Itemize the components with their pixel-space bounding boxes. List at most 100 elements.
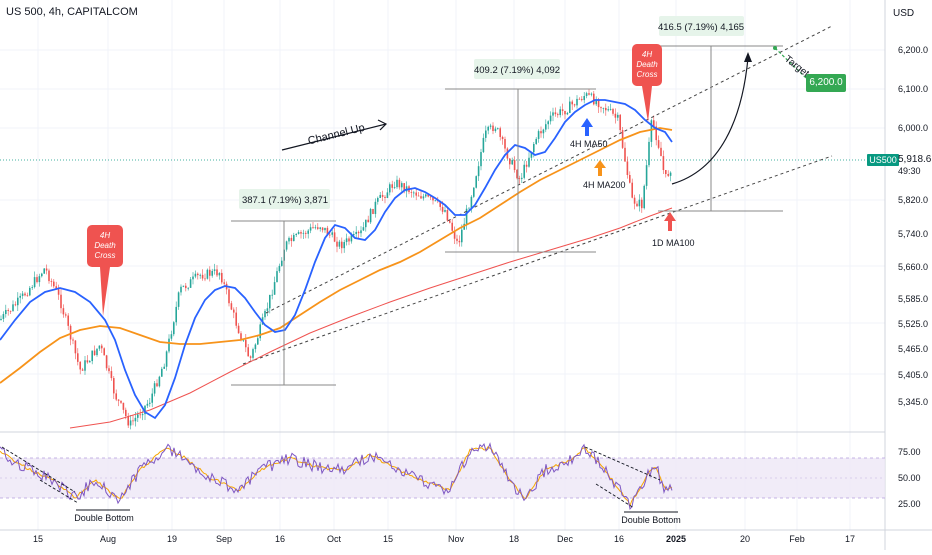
candle-body xyxy=(110,371,113,379)
candle-body xyxy=(269,294,271,309)
candle-body xyxy=(367,219,369,223)
candle-body xyxy=(161,368,163,377)
candle-body xyxy=(374,201,377,214)
candle-body xyxy=(595,100,597,105)
double-bottom-right-lines xyxy=(584,446,678,513)
time-axis[interactable]: 15 Aug 19 Sep 16 Oct 15 Nov 18 Dec 16 20… xyxy=(33,534,855,544)
candle-body xyxy=(146,403,149,406)
candle-body xyxy=(530,152,533,158)
candle-body xyxy=(149,402,151,404)
candle-body xyxy=(120,400,122,403)
candle-body xyxy=(36,277,38,283)
candle-body xyxy=(242,339,245,341)
candle-body xyxy=(168,338,170,352)
time-label: Oct xyxy=(327,534,342,544)
time-label: Nov xyxy=(448,534,465,544)
price-axis[interactable]: 6,200.0 6,100.0 6,000.0 5,820.0 5,740.0 … xyxy=(898,45,928,509)
candle-body xyxy=(365,219,367,228)
candle-body xyxy=(317,227,319,229)
candle-body xyxy=(338,241,341,247)
candle-body xyxy=(321,227,324,231)
candle-body xyxy=(48,270,50,282)
ma200-line xyxy=(0,127,673,384)
candle-body xyxy=(535,138,537,144)
candle-body xyxy=(43,268,45,274)
candle-body xyxy=(357,231,360,234)
candle-body xyxy=(211,270,213,276)
time-label: Sep xyxy=(216,534,232,544)
candle-body xyxy=(55,286,57,290)
candle-body xyxy=(180,286,182,293)
candle-body xyxy=(319,227,321,229)
candle-body xyxy=(480,152,482,167)
candle-body xyxy=(290,237,293,242)
candle-body xyxy=(288,237,290,242)
candle-body xyxy=(81,369,84,371)
current-ticker-tag: US500 xyxy=(867,154,899,166)
measurement-2-label: 409.2 (7.19%) 4,092 xyxy=(474,65,560,76)
candle-body xyxy=(223,282,225,284)
rsi-scale-label: 50.00 xyxy=(898,473,921,483)
candle-body xyxy=(525,164,528,167)
candle-body xyxy=(470,196,473,209)
candle-body xyxy=(427,194,429,197)
candle-body xyxy=(521,177,523,179)
candle-body xyxy=(2,314,5,319)
candle-body xyxy=(612,109,614,114)
candle-body xyxy=(578,98,581,100)
candle-body xyxy=(139,414,141,416)
death-cross-right xyxy=(632,44,662,122)
candle-body xyxy=(566,112,569,115)
candle-body xyxy=(266,308,269,311)
candle-body xyxy=(429,196,432,198)
currency-label[interactable]: USD xyxy=(893,8,915,19)
candle-body xyxy=(156,383,158,387)
candle-body xyxy=(177,292,180,307)
time-label: Feb xyxy=(789,534,805,544)
candle-body xyxy=(669,172,672,176)
candle-body xyxy=(542,129,545,134)
price-label: 6,200.0 xyxy=(898,45,928,55)
candle-body xyxy=(489,125,492,127)
candle-body xyxy=(482,137,485,153)
candle-body xyxy=(537,131,540,139)
candle-body xyxy=(89,361,91,363)
candle-body xyxy=(86,360,89,363)
candle-body xyxy=(41,273,43,277)
death-cross-right-line-2: Death xyxy=(636,60,658,69)
candle-body xyxy=(206,269,209,279)
candle-body xyxy=(585,93,588,97)
candle-body xyxy=(192,276,194,280)
candle-body xyxy=(125,409,127,416)
candle-body xyxy=(62,308,65,315)
candle-body xyxy=(170,334,173,339)
candle-body xyxy=(523,164,525,178)
time-label: 18 xyxy=(509,534,519,544)
candle-body xyxy=(441,206,444,212)
candle-body xyxy=(295,233,297,236)
candle-body xyxy=(417,195,420,197)
rsi-band xyxy=(0,458,885,498)
candle-body xyxy=(545,124,547,130)
channel-upper-line xyxy=(265,25,833,314)
candle-body xyxy=(329,234,331,236)
candle-body xyxy=(653,120,655,127)
candle-body xyxy=(326,227,329,235)
candle-body xyxy=(113,378,115,394)
current-price: 5,918.6 xyxy=(898,154,932,165)
candle-body xyxy=(614,113,617,118)
candle-body xyxy=(26,295,29,297)
candle-body xyxy=(609,109,612,110)
candle-body xyxy=(569,101,571,113)
death-cross-left-line-3: Cross xyxy=(95,251,116,260)
candle-body xyxy=(487,126,489,131)
ma100-line xyxy=(69,207,673,429)
candle-body xyxy=(91,350,93,362)
candle-body xyxy=(350,235,353,242)
channel-lower-line xyxy=(242,155,833,365)
candle-body xyxy=(389,184,391,193)
price-label: 5,585.0 xyxy=(898,294,928,304)
price-label: 6,100.0 xyxy=(898,84,928,94)
